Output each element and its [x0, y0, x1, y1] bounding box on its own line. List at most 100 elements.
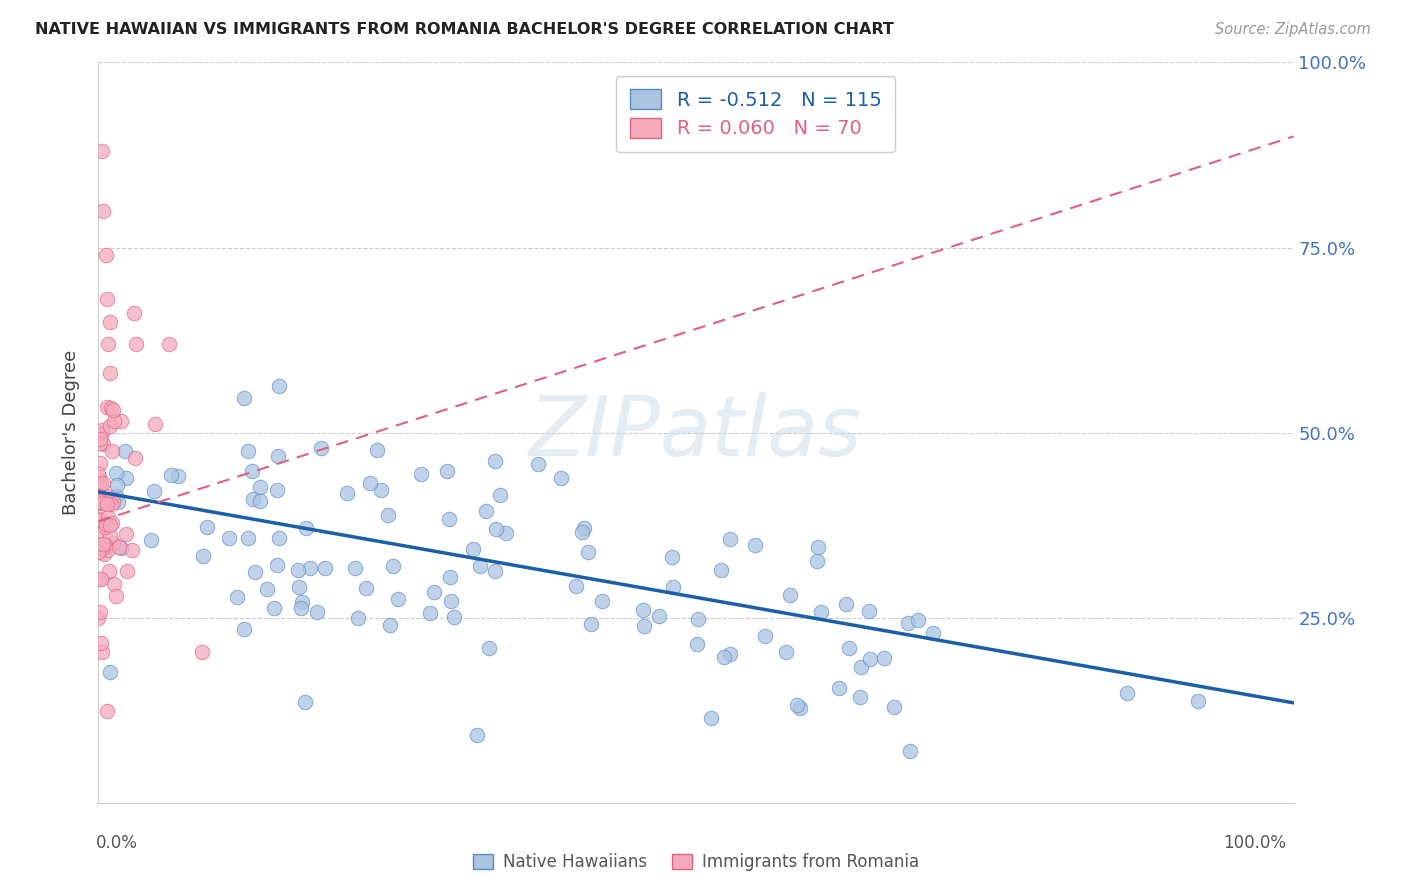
- Point: [849, 660, 872, 674]
- Point: [110, 541, 132, 555]
- Point: [484, 454, 506, 468]
- Point: [89, 435, 111, 450]
- Point: [101, 443, 124, 458]
- Point: [661, 550, 683, 565]
- Point: [688, 612, 710, 626]
- Point: [157, 337, 180, 351]
- Point: [91, 541, 114, 555]
- Point: [484, 522, 506, 536]
- Point: [305, 605, 328, 619]
- Point: [249, 480, 271, 494]
- Point: [87, 611, 110, 625]
- Point: [167, 468, 190, 483]
- Point: [90, 476, 112, 491]
- Point: [744, 538, 766, 552]
- Point: [249, 494, 271, 508]
- Point: [898, 744, 921, 758]
- Point: [91, 495, 114, 509]
- Point: [89, 432, 111, 446]
- Point: [267, 531, 290, 545]
- Legend: Native Hawaiians, Immigrants from Romania: Native Hawaiians, Immigrants from Romani…: [464, 845, 928, 880]
- Point: [419, 606, 441, 620]
- Point: [90, 513, 112, 527]
- Point: [90, 636, 112, 650]
- Point: [287, 580, 309, 594]
- Point: [377, 508, 399, 523]
- Point: [89, 605, 111, 619]
- Point: [125, 337, 148, 351]
- Point: [314, 560, 336, 574]
- Point: [94, 489, 117, 503]
- Point: [576, 545, 599, 559]
- Point: [378, 618, 401, 632]
- Point: [90, 644, 112, 658]
- Point: [101, 516, 124, 531]
- Point: [295, 521, 318, 535]
- Text: Source: ZipAtlas.com: Source: ZipAtlas.com: [1215, 22, 1371, 37]
- Point: [240, 464, 263, 478]
- Point: [347, 611, 370, 625]
- Point: [579, 616, 602, 631]
- Point: [754, 629, 776, 643]
- Point: [97, 336, 120, 351]
- Point: [96, 497, 118, 511]
- Point: [143, 417, 166, 431]
- Point: [105, 589, 128, 603]
- Point: [443, 610, 465, 624]
- Point: [922, 626, 945, 640]
- Point: [114, 444, 136, 458]
- Point: [121, 543, 143, 558]
- Point: [1187, 694, 1209, 708]
- Point: [98, 564, 121, 578]
- Point: [89, 494, 111, 508]
- Point: [94, 520, 117, 534]
- Point: [718, 532, 741, 546]
- Point: [344, 561, 367, 575]
- Point: [101, 403, 124, 417]
- Point: [91, 145, 114, 159]
- Point: [495, 526, 517, 541]
- Y-axis label: Bachelor's Degree: Bachelor's Degree: [62, 350, 80, 516]
- Point: [87, 494, 110, 508]
- Point: [478, 640, 501, 655]
- Point: [574, 521, 596, 535]
- Point: [859, 651, 882, 665]
- Point: [266, 483, 288, 497]
- Point: [87, 512, 110, 526]
- Point: [114, 527, 136, 541]
- Point: [232, 623, 254, 637]
- Point: [440, 594, 463, 608]
- Point: [294, 695, 316, 709]
- Point: [423, 584, 446, 599]
- Point: [143, 483, 166, 498]
- Point: [90, 572, 112, 586]
- Point: [387, 591, 409, 606]
- Point: [87, 496, 110, 510]
- Point: [789, 701, 811, 715]
- Point: [110, 414, 132, 428]
- Point: [195, 519, 218, 533]
- Point: [718, 647, 741, 661]
- Point: [91, 536, 114, 550]
- Point: [858, 604, 880, 618]
- Point: [849, 690, 872, 704]
- Point: [468, 558, 491, 573]
- Point: [267, 379, 290, 393]
- Point: [98, 419, 121, 434]
- Point: [806, 554, 828, 568]
- Point: [873, 650, 896, 665]
- Point: [97, 510, 120, 524]
- Point: [686, 637, 709, 651]
- Point: [484, 564, 506, 578]
- Point: [87, 477, 110, 491]
- Point: [96, 400, 118, 414]
- Point: [354, 582, 377, 596]
- Point: [107, 495, 129, 509]
- Point: [381, 558, 404, 573]
- Point: [104, 489, 127, 503]
- Text: ZIPatlas: ZIPatlas: [529, 392, 863, 473]
- Point: [883, 699, 905, 714]
- Point: [633, 603, 655, 617]
- Point: [98, 517, 121, 532]
- Point: [96, 704, 118, 718]
